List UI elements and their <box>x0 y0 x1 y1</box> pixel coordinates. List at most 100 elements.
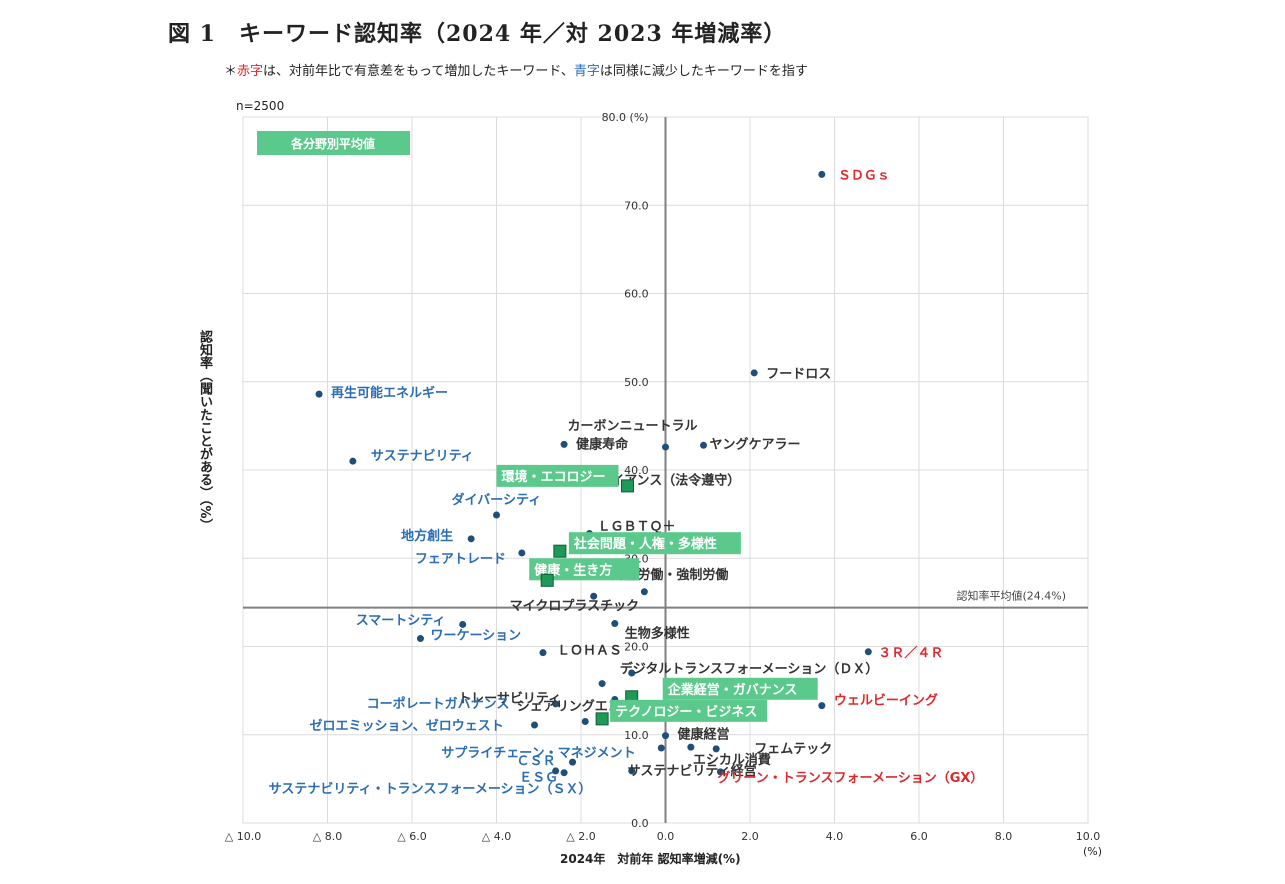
chart-subtitle: ＊赤字は、対前年比で有意差をもって増加したキーワード、青字は同様に減少したキーワ… <box>224 60 808 79</box>
data-point <box>716 768 724 776</box>
data-point <box>416 635 424 643</box>
data-label: ＣＳＲ <box>517 754 556 769</box>
subtitle-prefix: ＊ <box>224 64 238 79</box>
data-point <box>628 669 636 677</box>
x-tick-label: 4.0 <box>826 830 844 843</box>
x-tick-label: 8.0 <box>995 830 1013 843</box>
data-point <box>552 767 560 775</box>
data-label: 健康寿命 <box>576 436 629 452</box>
data-label: 再生可能エネルギー <box>331 385 448 401</box>
data-point <box>539 649 547 657</box>
average-marker <box>540 573 554 587</box>
average-marker <box>595 712 609 726</box>
data-label: ヤングケアラー <box>710 436 801 452</box>
x-tick-label: △ 10.0 <box>225 830 261 843</box>
data-point <box>349 457 357 465</box>
y-tick-label: 50.0 <box>624 376 649 389</box>
data-label: ＬＧＢＴＱ＋ <box>597 520 675 535</box>
average-label: 環境・エコロジー <box>501 469 605 485</box>
sample-size-label: n=2500 <box>236 99 285 113</box>
data-point <box>864 648 872 656</box>
x-tick-label: △ 2.0 <box>566 830 595 843</box>
legend-label: 各分野別平均値 <box>290 136 375 151</box>
data-label: カーボンニュートラル <box>568 418 698 434</box>
data-point <box>518 549 526 557</box>
data-label: スマートシティ <box>356 613 446 628</box>
average-label: テクノロジー・ビジネス <box>615 704 757 720</box>
data-point <box>560 769 568 777</box>
data-label: サステナビリティ経営 <box>628 763 757 779</box>
average-label-box <box>568 532 741 555</box>
x-tick-label: 6.0 <box>910 830 928 843</box>
data-label: ゼロエミッション、ゼロウェスト <box>310 718 504 734</box>
data-point <box>657 744 665 752</box>
data-label: ＥＳＧ <box>519 771 558 786</box>
subtitle-mid: は、対前年比で有意差をもって増加したキーワード、 <box>263 64 574 79</box>
data-point <box>818 702 826 710</box>
data-label: コーポレートガバナンス <box>367 696 510 712</box>
data-label: デジタルトランスフォーメーション（ＤＸ） <box>620 661 879 677</box>
average-marker <box>553 544 567 558</box>
data-label: グリーン・トランスフォーメーション（GX） <box>717 770 983 786</box>
x-axis-unit: (%) <box>1083 845 1103 858</box>
data-label: ＬＯＨＡＳ <box>557 644 622 659</box>
subtitle-suffix: は同様に減少したキーワードを指す <box>599 64 808 79</box>
x-tick-label: 2.0 <box>741 830 759 843</box>
y-tick-label: 0.0 <box>631 817 649 830</box>
data-label: 地方創生 <box>401 528 453 544</box>
y-tick-label: 10.0 <box>624 729 649 742</box>
data-point <box>467 535 475 543</box>
average-label-box <box>662 677 818 700</box>
x-axis-label: 2024年 対前年 認知率増減(%) <box>560 852 741 866</box>
data-point <box>531 721 539 729</box>
data-label: 児童労働・強制労働 <box>610 567 728 583</box>
data-point <box>459 620 467 628</box>
legend-box <box>257 131 410 155</box>
data-label: ワーケーション <box>430 629 521 644</box>
data-point <box>552 700 560 708</box>
average-label-box <box>496 464 619 487</box>
data-label: サステナビリティ・トランスフォーメーション（ＳＸ） <box>269 781 592 797</box>
data-point <box>662 443 669 451</box>
chart-title: 図 1 キーワード認知率（2024 年／対 2023 年増減率） <box>168 21 787 47</box>
data-label: 健康経営 <box>678 727 730 743</box>
data-point <box>569 758 577 766</box>
data-label: ３Ｒ／４Ｒ <box>878 645 943 661</box>
y-axis-label: 認知率（聞いたことがある）（%） <box>197 330 212 532</box>
y-tick-label: 20.0 <box>624 641 649 654</box>
average-label: 企業経営・ガバナンス <box>667 682 798 698</box>
data-point <box>750 369 758 377</box>
y-tick-label: 60.0 <box>624 288 649 301</box>
y-tick-label: 80.0 (%) <box>602 111 649 124</box>
x-tick-label: △ 4.0 <box>482 830 511 843</box>
data-label: ＳＤＧｓ <box>838 168 890 183</box>
average-label-box <box>610 699 768 722</box>
x-tick-label: △ 6.0 <box>397 830 426 843</box>
data-label: フードロス <box>766 367 831 382</box>
subtitle-blue-word: 青字 <box>573 64 600 79</box>
data-label: フェムテック <box>754 742 832 757</box>
data-label: フェアトレード <box>415 552 506 567</box>
x-tick-label: 0.0 <box>657 830 675 843</box>
average-line-label: 認知率平均値(24.4%) <box>956 589 1066 603</box>
data-point <box>818 170 826 178</box>
data-point <box>712 745 720 753</box>
x-tick-label: △ 8.0 <box>313 830 342 843</box>
data-point <box>640 588 648 596</box>
data-point <box>560 440 568 448</box>
data-point <box>628 767 636 775</box>
data-label: ウェルビーイング <box>834 693 938 709</box>
data-point <box>315 390 323 398</box>
data-point <box>493 511 500 519</box>
average-label-box <box>529 558 640 581</box>
data-point <box>590 592 598 600</box>
data-point <box>581 718 589 726</box>
data-label: マイクロプラスチック <box>510 599 639 614</box>
data-label: 生物多様性 <box>625 626 690 642</box>
data-point <box>662 732 669 740</box>
average-label: 社会問題・人権・多様性 <box>573 536 717 552</box>
x-tick-label: 10.0 <box>1076 830 1101 843</box>
data-point <box>598 680 606 688</box>
average-label: 健康・生き方 <box>534 562 612 578</box>
